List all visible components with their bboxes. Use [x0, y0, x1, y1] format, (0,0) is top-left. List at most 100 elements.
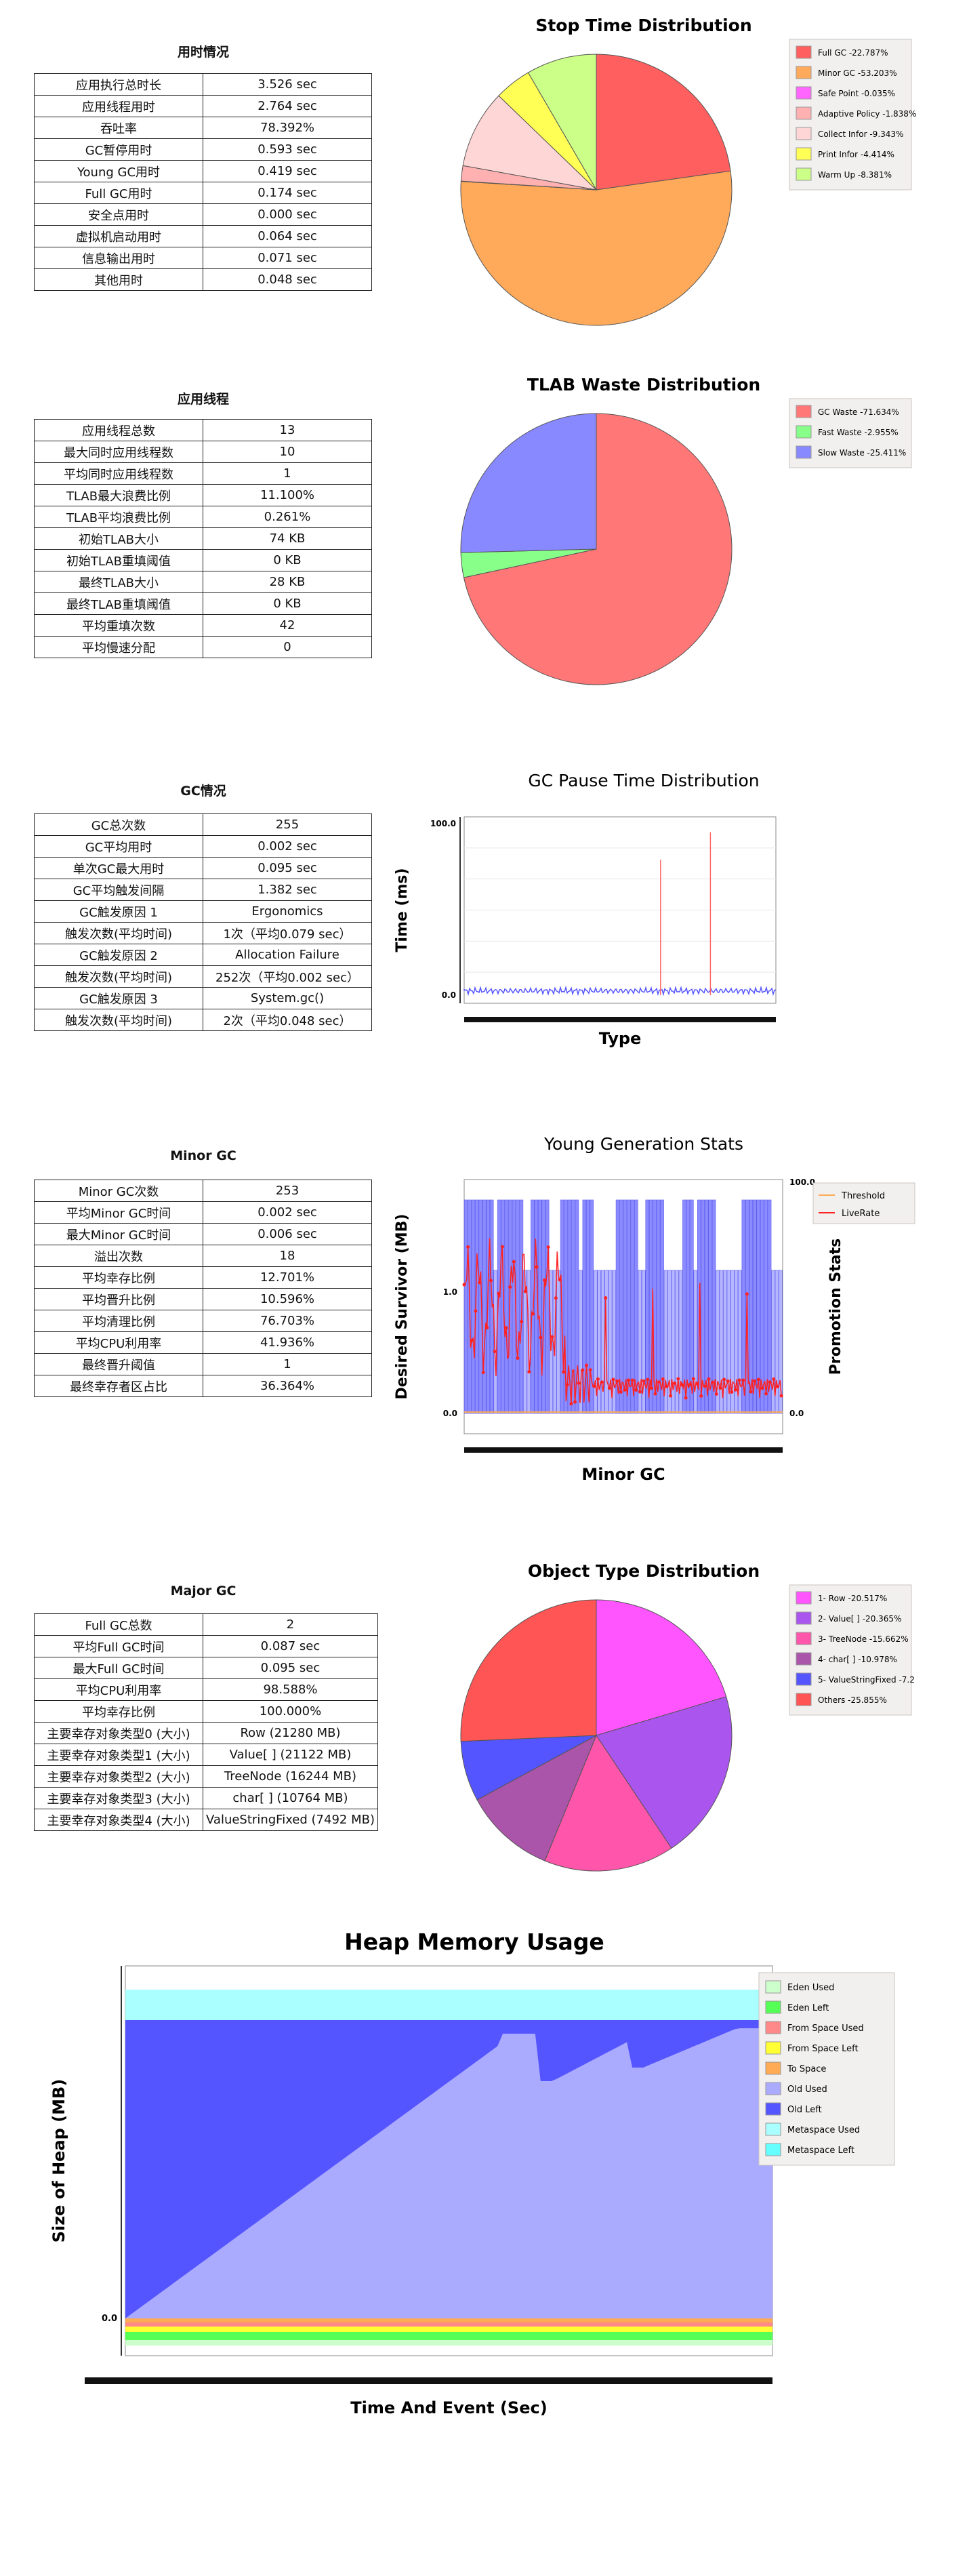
table-row: 最大Minor GC时间 0.006 sec — [34, 1223, 372, 1245]
liverate-point — [711, 1380, 715, 1384]
to-space-band — [125, 2318, 772, 2322]
liverate-point — [569, 1402, 573, 1406]
legend-label: 2- Value[ ] -20.365% — [818, 1614, 901, 1624]
liverate-point — [665, 1384, 669, 1388]
survivor-bar — [482, 1199, 487, 1414]
pie-slice — [596, 1696, 733, 1849]
legend-swatch — [765, 2021, 781, 2034]
liverate-point — [596, 1377, 600, 1381]
table-value: 42 — [203, 614, 372, 637]
chart-title: GC Pause Time Distribution — [528, 771, 759, 790]
y-axis-label: Desired Survivor (MB) — [394, 1214, 411, 1400]
table-key: 其他用时 — [34, 268, 203, 291]
survivor-bar — [726, 1270, 731, 1414]
survivor-bar — [501, 1199, 505, 1414]
y-axis-label: Time (ms) — [394, 868, 411, 952]
pie-slice — [476, 1734, 597, 1861]
table-key: 平均幸存比例 — [34, 1700, 203, 1723]
liverate-point — [504, 1326, 508, 1330]
table-key: Young GC用时 — [34, 160, 203, 182]
table-value: 0.593 sec — [203, 138, 372, 161]
legend-swatch — [765, 2102, 781, 2116]
table-row: 平均Minor GC时间 0.002 sec — [34, 1201, 372, 1224]
table-row: 最终晋升阈值 1 — [34, 1353, 372, 1375]
table-value: 0.002 sec — [203, 835, 372, 858]
liverate-point — [779, 1394, 783, 1398]
table-key: Full GC用时 — [34, 182, 203, 204]
table-key: 平均CPU利用率 — [34, 1331, 203, 1354]
chart-title: Stop Time Distribution — [535, 16, 751, 35]
liverate-point — [722, 1377, 726, 1382]
table-row: 主要幸存对象类型4 (大小) ValueStringFixed (7492 MB) — [34, 1809, 378, 1831]
table-key: 安全点用时 — [34, 203, 203, 226]
legend-swatch — [796, 1693, 812, 1706]
table-value: 2.764 sec — [203, 95, 372, 117]
table-row: GC平均用时 0.002 sec — [34, 835, 372, 858]
chart-title: Object Type Distribution — [528, 1561, 760, 1581]
minor-gc-title: Minor GC — [170, 1148, 236, 1163]
table-value: 0.000 sec — [203, 203, 372, 226]
liverate-point — [676, 1377, 680, 1381]
survivor-bar — [675, 1270, 679, 1414]
liverate-point — [604, 1296, 608, 1300]
legend-box — [812, 1182, 915, 1224]
legend-swatch — [796, 127, 812, 140]
pie-slice — [462, 95, 598, 190]
survivor-bar — [478, 1199, 483, 1414]
legend-label: Fast Waste -2.955% — [818, 428, 899, 437]
liverate-point — [584, 1363, 588, 1367]
table-row: GC触发原因 3 System.gc() — [34, 987, 372, 1009]
liverate-point — [611, 1377, 615, 1382]
table-key: 平均清理比例 — [34, 1310, 203, 1332]
liverate-point — [565, 1382, 569, 1386]
liverate-point — [653, 1392, 657, 1396]
legend-label: Metaspace Used — [787, 2125, 860, 2135]
legend-swatch — [765, 2041, 781, 2055]
survivor-bar — [579, 1270, 583, 1414]
legend-label: 1- Row -20.517% — [818, 1594, 887, 1603]
liverate-point — [714, 1392, 718, 1396]
tlab-waste-chart: TLAB Waste Distribution GC Waste -71.634%… — [460, 375, 912, 685]
table-row: 触发次数(平均时间) 252次（平均0.002 sec） — [34, 965, 372, 988]
table-key: 溢出次数 — [34, 1245, 203, 1267]
legend-label: LiveRate — [842, 1209, 880, 1219]
table-key: 平均重填次数 — [34, 614, 203, 637]
liverate-point — [753, 1379, 757, 1383]
liverate-point — [772, 1377, 776, 1381]
liverate-point — [657, 1380, 661, 1384]
liverate-point — [649, 1386, 653, 1390]
table-key: GC触发原因 2 — [34, 944, 203, 966]
legend-label: Full GC -22.787% — [818, 48, 888, 58]
table-key: 触发次数(平均时间) — [34, 1009, 203, 1031]
legend-label: Old Left — [787, 2105, 822, 2115]
table-key: 初始TLAB重填阈值 — [34, 549, 203, 571]
from-space-band — [125, 2322, 772, 2327]
table-value: 0.261% — [203, 506, 372, 528]
liverate-point — [535, 1265, 539, 1269]
liverate-point — [634, 1388, 638, 1392]
table-value: ValueStringFixed (7492 MB) — [203, 1809, 378, 1831]
survivor-bar — [693, 1270, 698, 1414]
legend-swatch — [796, 1591, 812, 1605]
table-row: 主要幸存对象类型2 (大小) TreeNode (16244 MB) — [34, 1765, 378, 1788]
survivor-bar — [656, 1199, 661, 1414]
table-row: 平均晋升比例 10.596% — [34, 1288, 372, 1310]
liverate-point — [588, 1368, 592, 1372]
survivor-bar — [671, 1270, 676, 1414]
table-row: 平均CPU利用率 41.936% — [34, 1331, 372, 1354]
table-row: 最大同时应用线程数 10 — [34, 441, 372, 463]
table-key: GC平均用时 — [34, 835, 203, 858]
table-row: 平均重填次数 42 — [34, 614, 372, 637]
table-row: GC触发原因 2 Allocation Failure — [34, 944, 372, 966]
table-value: 1.382 sec — [203, 879, 372, 901]
table-value: System.gc() — [203, 987, 372, 1009]
liverate-point — [733, 1388, 737, 1392]
liverate-point — [699, 1394, 703, 1398]
legend-swatch — [796, 1652, 812, 1666]
liverate-point — [703, 1384, 707, 1388]
liverate-point — [462, 1283, 466, 1287]
table-row: 最大Full GC时间 0.095 sec — [34, 1657, 378, 1679]
survivor-bar — [716, 1270, 720, 1414]
table-value: char[ ] (10764 MB) — [203, 1787, 378, 1809]
survivor-bar — [730, 1270, 735, 1414]
